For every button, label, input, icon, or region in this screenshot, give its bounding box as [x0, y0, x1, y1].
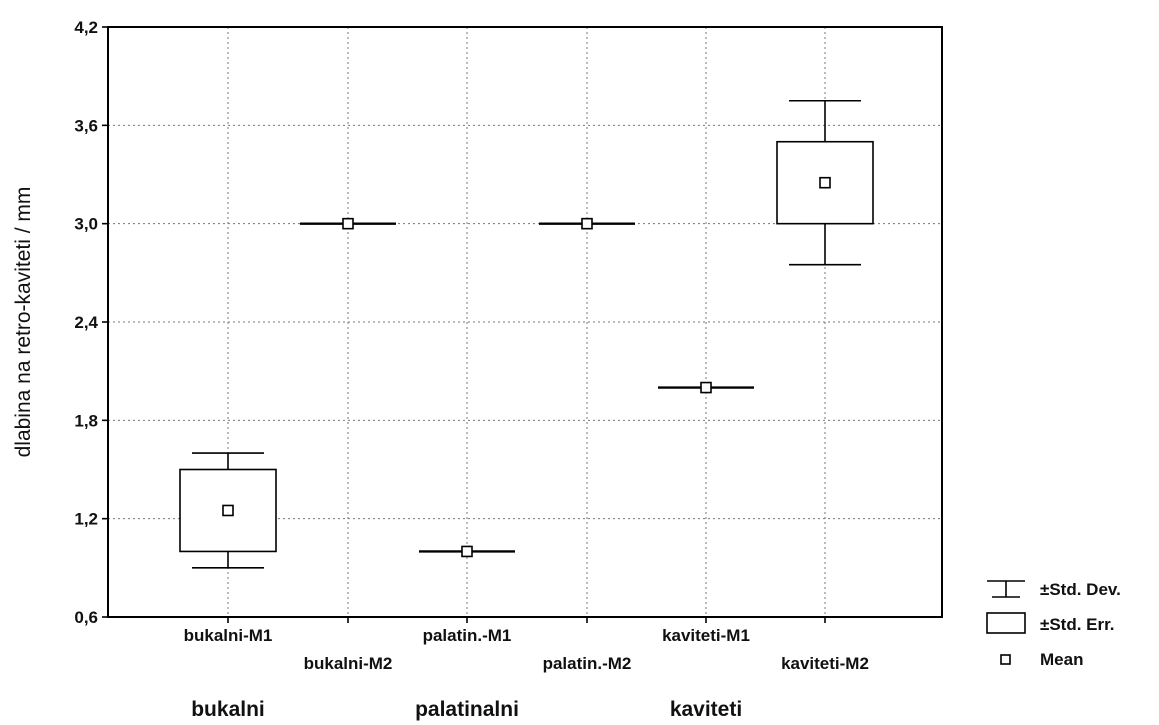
y-tick-label: 1,8	[74, 411, 98, 430]
legend-sd-label: ±Std. Dev.	[1040, 580, 1121, 599]
box-kaviteti-M1	[658, 381, 754, 394]
group-label: kaviteti	[670, 698, 742, 721]
box-palatin.-M1	[419, 545, 515, 558]
legend-mean-label: Mean	[1040, 650, 1083, 669]
category-label: bukalni-M1	[184, 626, 273, 645]
mean-marker	[819, 176, 831, 189]
group-label: palatinalni	[415, 698, 519, 721]
box-bukalni-M1	[179, 452, 277, 569]
data-marks	[179, 99, 874, 569]
category-label: palatin.-M1	[423, 626, 512, 645]
category-label: kaviteti-M2	[781, 654, 869, 673]
group-label: bukalni	[191, 698, 265, 721]
mean-marker	[222, 504, 234, 517]
box-palatin.-M2	[539, 217, 635, 230]
y-tick-label: 3,6	[74, 116, 98, 135]
x-axis-group-labels: bukalni palatinalni kaviteti	[191, 698, 742, 721]
y-tick-label: 1,2	[74, 510, 98, 529]
y-tick-label: 3,0	[74, 215, 98, 234]
legend-se-label: ±Std. Err.	[1040, 615, 1115, 634]
box-kaviteti-M2	[776, 99, 874, 266]
box-bukalni-M2	[300, 217, 396, 230]
mean-marker	[700, 381, 712, 394]
y-tick-label: 0,6	[74, 608, 98, 627]
y-axis-ticks: 0,6 1,2 1,8 2,4 3,0 3,6 4,2	[74, 18, 826, 627]
category-label: palatin.-M2	[543, 654, 632, 673]
category-label: kaviteti-M1	[662, 626, 750, 645]
category-label: bukalni-M2	[304, 654, 393, 673]
x-axis-category-labels: bukalni-M1 bukalni-M2 palatin.-M1 palatin.-…	[184, 626, 869, 673]
y-tick-label: 4,2	[74, 18, 98, 37]
mean-marker	[581, 217, 593, 230]
legend-mean-icon	[1000, 654, 1011, 665]
mean-marker	[461, 545, 473, 558]
y-axis-label: dlabina na retro-kaviteti / mm	[12, 187, 35, 458]
mean-marker	[342, 217, 354, 230]
y-tick-label: 2,4	[74, 313, 98, 332]
legend-sd-icon	[987, 580, 1025, 598]
legend-se-icon	[986, 612, 1026, 634]
legend: ±Std. Dev. ±Std. Err. Mean	[986, 580, 1121, 669]
